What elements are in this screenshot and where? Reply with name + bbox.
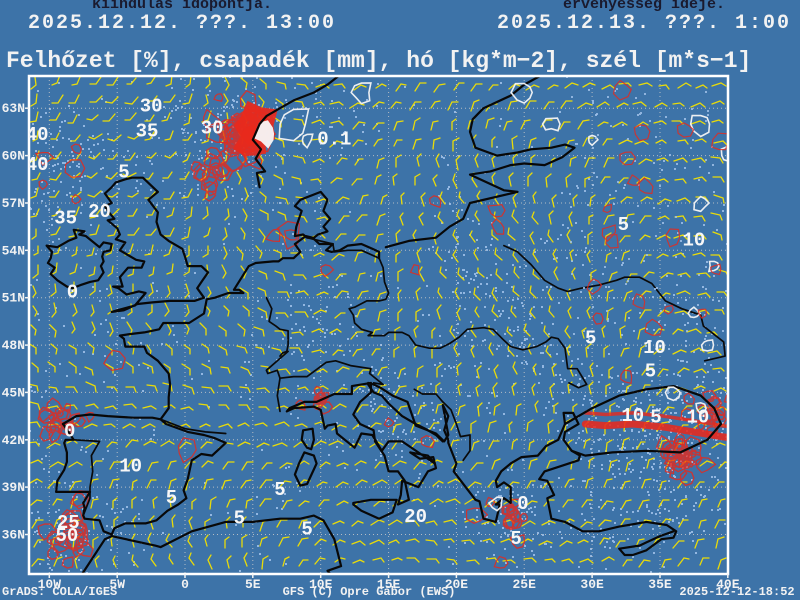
svg-text:35: 35 bbox=[136, 121, 159, 143]
svg-text:35: 35 bbox=[54, 208, 77, 230]
svg-text:5: 5 bbox=[618, 214, 629, 236]
svg-text:0: 0 bbox=[517, 493, 528, 515]
svg-text:40: 40 bbox=[26, 154, 49, 176]
svg-text:36N: 36N bbox=[2, 528, 25, 543]
svg-text:5: 5 bbox=[301, 519, 312, 541]
svg-text:GrADS: COLA/IGES: GrADS: COLA/IGES bbox=[2, 585, 117, 599]
svg-text:0: 0 bbox=[67, 282, 78, 304]
svg-text:5: 5 bbox=[234, 507, 245, 529]
svg-text:51N: 51N bbox=[2, 291, 25, 306]
svg-text:10: 10 bbox=[643, 337, 666, 359]
svg-text:10: 10 bbox=[621, 405, 644, 427]
svg-text:5: 5 bbox=[166, 487, 177, 509]
svg-text:5: 5 bbox=[650, 406, 661, 428]
svg-text:60N: 60N bbox=[2, 149, 25, 164]
svg-text:10: 10 bbox=[686, 406, 709, 428]
svg-text:20: 20 bbox=[88, 201, 111, 223]
svg-text:30: 30 bbox=[140, 95, 163, 117]
svg-text:20: 20 bbox=[404, 506, 427, 528]
svg-text:GFS (C) Opre Gábor (EWS): GFS (C) Opre Gábor (EWS) bbox=[283, 585, 456, 599]
svg-text:25E: 25E bbox=[512, 577, 536, 592]
svg-text:45N: 45N bbox=[2, 385, 25, 400]
svg-text:5: 5 bbox=[585, 328, 596, 350]
svg-text:5E: 5E bbox=[245, 577, 261, 592]
svg-text:10: 10 bbox=[682, 230, 705, 252]
svg-text:54N: 54N bbox=[2, 243, 25, 258]
svg-text:35E: 35E bbox=[648, 577, 672, 592]
svg-text:63N: 63N bbox=[2, 101, 25, 116]
svg-text:2025-12-12-18:52: 2025-12-12-18:52 bbox=[679, 585, 794, 599]
svg-text:5: 5 bbox=[118, 162, 129, 184]
svg-text:0: 0 bbox=[181, 577, 189, 592]
svg-text:30: 30 bbox=[201, 118, 224, 140]
svg-text:0.1: 0.1 bbox=[317, 129, 351, 151]
svg-text:30E: 30E bbox=[580, 577, 604, 592]
svg-text:39N: 39N bbox=[2, 480, 25, 495]
svg-text:48N: 48N bbox=[2, 338, 25, 353]
svg-text:10: 10 bbox=[119, 455, 142, 477]
svg-text:0: 0 bbox=[64, 421, 75, 443]
svg-text:42N: 42N bbox=[2, 433, 25, 448]
svg-text:40: 40 bbox=[26, 124, 49, 146]
svg-text:5: 5 bbox=[510, 528, 521, 550]
svg-text:50: 50 bbox=[55, 525, 78, 547]
svg-text:5: 5 bbox=[645, 361, 656, 383]
svg-text:57N: 57N bbox=[2, 196, 25, 211]
svg-text:5: 5 bbox=[274, 479, 285, 501]
